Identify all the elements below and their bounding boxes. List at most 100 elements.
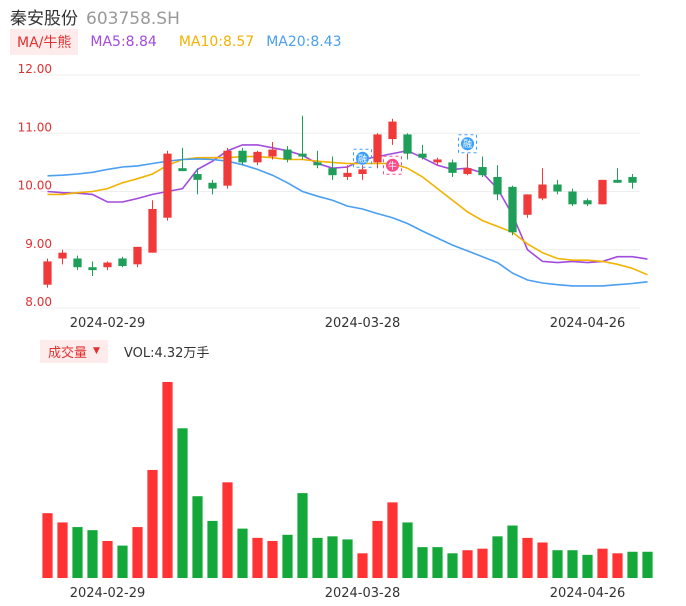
volume-bar	[537, 542, 548, 578]
candle-body	[88, 267, 97, 271]
volume-bar	[42, 513, 53, 578]
ma5-legend: MA5:8.84	[90, 34, 157, 50]
volume-bar	[117, 545, 128, 578]
candle	[313, 150, 322, 169]
volume-bar	[57, 522, 68, 578]
stock-code: 603758.SH	[86, 9, 180, 29]
candle-body	[553, 184, 562, 192]
candle-body	[433, 159, 442, 163]
candle	[478, 156, 487, 177]
candle-body	[448, 162, 457, 173]
candle-body	[418, 153, 427, 158]
candle	[598, 179, 607, 205]
volume-bar	[72, 527, 83, 578]
ma10-legend: MA10:8.57	[178, 34, 255, 50]
volume-bar	[387, 502, 398, 578]
marker-label: 融	[463, 139, 472, 150]
candle-body	[613, 179, 622, 183]
price-tick-label: 8.00	[25, 295, 52, 309]
candle-body	[73, 258, 82, 268]
date-tick-label: 2024-03-28	[325, 316, 401, 331]
volume-bars	[42, 382, 653, 578]
candle-body	[628, 176, 637, 183]
candle	[523, 194, 532, 218]
marker-badge	[386, 158, 399, 172]
date-tick-label: 2024-03-28	[325, 586, 401, 601]
marker-frame	[458, 134, 477, 154]
volume-bar	[282, 534, 293, 578]
candle	[73, 255, 82, 271]
volume-bar	[312, 537, 323, 578]
candle	[448, 159, 457, 177]
candle	[283, 146, 292, 163]
candle	[343, 165, 352, 180]
volume-bar	[372, 520, 383, 578]
price-tick-label: 12.00	[18, 62, 52, 76]
volume-legend: 成交量 ▼ VOL:4.32万手	[40, 339, 210, 363]
date-axis-volume: 2024-02-29 2024-03-28 2024-04-26	[70, 586, 626, 601]
volume-value: VOL:4.32万手	[123, 345, 210, 361]
candle	[133, 246, 142, 268]
marker-frame	[383, 155, 402, 175]
candle	[583, 198, 592, 207]
candle	[568, 188, 577, 207]
candle	[508, 185, 517, 236]
candle	[238, 147, 247, 166]
volume-bar	[582, 554, 593, 578]
candle	[418, 144, 427, 160]
candle-body	[343, 172, 352, 177]
candle	[148, 200, 157, 253]
volume-bar	[327, 536, 338, 578]
date-tick-label: 2024-04-26	[550, 586, 626, 601]
candle-body	[193, 174, 202, 180]
candle	[553, 179, 562, 195]
candle	[223, 147, 232, 189]
candle-body	[178, 168, 187, 172]
candle	[58, 249, 67, 265]
ma-legend: MA/牛熊 MA5:8.84 MA10:8.57 MA20:8.43	[10, 29, 342, 55]
candle-body	[583, 200, 592, 205]
price-tick-label: 10.00	[18, 179, 52, 193]
volume-bar	[492, 536, 503, 578]
volume-bar	[507, 525, 518, 578]
candle	[463, 153, 472, 176]
ma-indicator-tag[interactable]: MA/牛熊	[10, 29, 79, 55]
volume-bar	[552, 550, 563, 578]
volume-bar	[432, 547, 443, 578]
volume-indicator-tag[interactable]: 成交量 ▼	[40, 339, 108, 363]
volume-bar	[462, 550, 473, 578]
volume-tag-label: 成交量	[48, 345, 88, 361]
candle-body	[388, 121, 397, 140]
volume-bar	[402, 522, 413, 578]
candle	[163, 150, 172, 221]
candle-body	[328, 168, 337, 176]
caret-down-icon: ▼	[93, 346, 100, 356]
candle-body	[118, 258, 127, 267]
stock-header: 秦安股份 603758.SH	[10, 4, 180, 30]
candle	[178, 147, 187, 172]
signal-marker: 融	[353, 148, 372, 168]
volume-bar	[237, 528, 248, 578]
candle	[208, 179, 217, 195]
volume-bar	[567, 550, 578, 578]
candle	[538, 168, 547, 201]
ma-line-ma20	[47, 158, 648, 287]
signal-marker: 融	[458, 134, 477, 154]
price-grid	[40, 74, 640, 309]
marker-badge	[356, 151, 369, 165]
signal-marker: 牛	[383, 155, 402, 175]
candle-body	[598, 179, 607, 205]
candle	[118, 256, 127, 268]
volume-bar	[417, 547, 428, 578]
candle	[88, 261, 97, 276]
candle	[493, 165, 502, 201]
volume-bar	[177, 428, 188, 578]
candle-body	[523, 194, 532, 215]
candle	[103, 261, 112, 271]
candle-body	[283, 149, 292, 160]
volume-bar	[147, 469, 158, 578]
marker-label: 融	[358, 154, 367, 165]
candle-body	[373, 134, 382, 163]
signal-markers: 融牛 融	[353, 134, 477, 175]
